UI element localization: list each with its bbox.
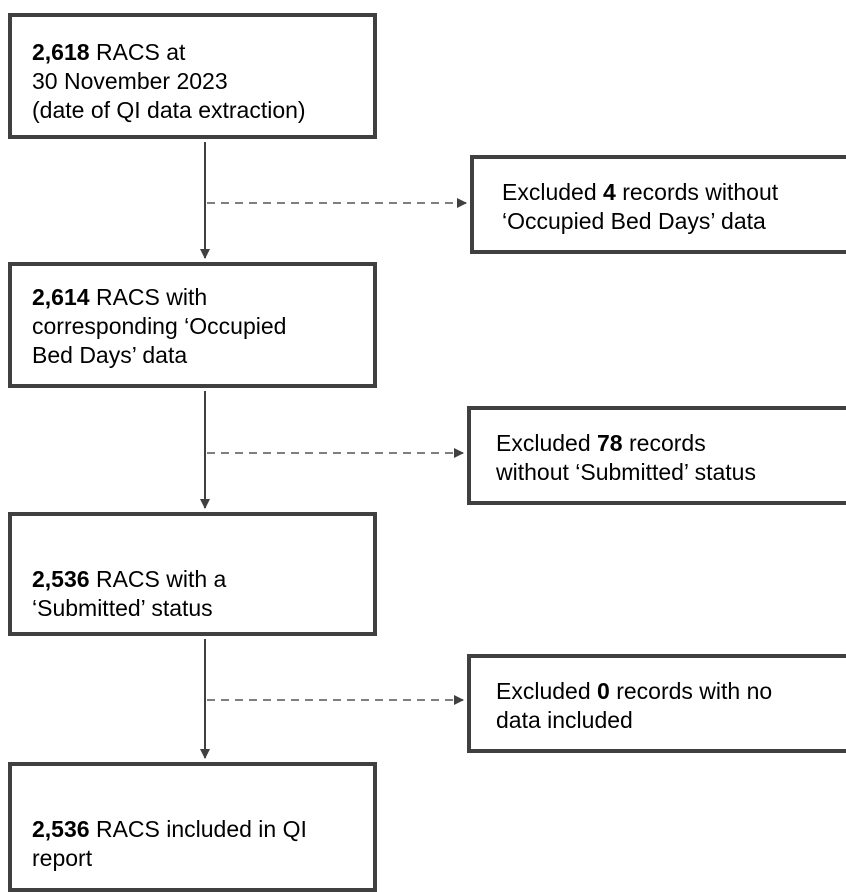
step-line: report: [32, 845, 93, 871]
step-line: 30 November 2023: [32, 68, 228, 94]
exclusion-box-occupied-bed-days: Excluded 4 records without ‘Occupied Bed…: [470, 155, 846, 254]
step-line: Bed Days’ data: [32, 342, 188, 368]
step-count: 2,614: [32, 284, 90, 310]
step-box-included: 2,536 RACS included in QI report: [8, 762, 377, 892]
step-count: 2,618: [32, 39, 90, 65]
exclusion-line: Excluded: [496, 678, 598, 704]
exclusion-line: records without: [615, 179, 779, 205]
exclusion-box-no-data: Excluded 0 records with no data included: [467, 654, 846, 753]
step-count: 2,536: [32, 816, 90, 842]
step-line: RACS included in QI: [89, 816, 307, 842]
exclusion-line: without ‘Submitted’ status: [496, 459, 756, 485]
exclusion-line: data included: [496, 707, 633, 733]
step-text: 2,536 RACS with a ‘Submitted’ status: [32, 565, 226, 623]
exclusion-line: records: [622, 430, 706, 456]
exclusion-text: Excluded 0 records with no data included: [496, 677, 772, 735]
exclusion-text: Excluded 78 records without ‘Submitted’ …: [496, 429, 756, 487]
exclusion-count: 78: [597, 430, 623, 456]
step-text: 2,536 RACS included in QI report: [32, 815, 307, 873]
step-box-occupied-bed-days: 2,614 RACS with corresponding ‘Occupied …: [8, 262, 377, 388]
step-line: corresponding ‘Occupied: [32, 313, 287, 339]
exclusion-count: 4: [603, 179, 616, 205]
exclusion-line: ‘Occupied Bed Days’ data: [502, 208, 766, 234]
step-count: 2,536: [32, 566, 90, 592]
step-line: (date of QI data extraction): [32, 97, 306, 123]
step-line: ‘Submitted’ status: [32, 595, 213, 621]
exclusion-box-submitted: Excluded 78 records without ‘Submitted’ …: [467, 406, 846, 505]
step-line: RACS at: [89, 39, 186, 65]
exclusion-line: Excluded: [502, 179, 604, 205]
exclusion-count: 0: [597, 678, 610, 704]
step-text: 2,618 RACS at 30 November 2023 (date of …: [32, 38, 306, 125]
exclusion-text: Excluded 4 records without ‘Occupied Bed…: [502, 178, 778, 236]
exclusion-line: records with no: [609, 678, 773, 704]
step-text: 2,614 RACS with corresponding ‘Occupied …: [32, 283, 286, 370]
exclusion-line: Excluded: [496, 430, 598, 456]
step-line: RACS with: [89, 284, 208, 310]
step-box-submitted: 2,536 RACS with a ‘Submitted’ status: [8, 512, 377, 636]
step-box-extraction: 2,618 RACS at 30 November 2023 (date of …: [8, 13, 377, 139]
step-line: RACS with a: [89, 566, 227, 592]
